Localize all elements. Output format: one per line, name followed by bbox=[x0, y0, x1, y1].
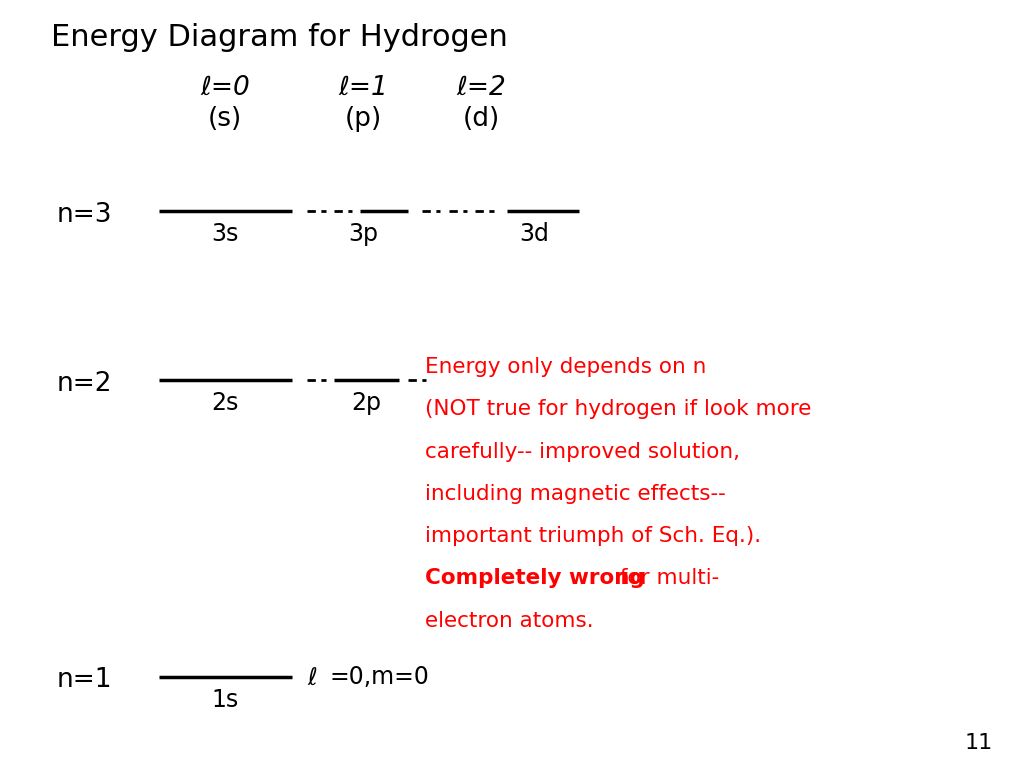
Text: (NOT true for hydrogen if look more: (NOT true for hydrogen if look more bbox=[425, 399, 811, 419]
Text: 3p: 3p bbox=[348, 222, 379, 247]
Text: ℓ=2: ℓ=2 bbox=[457, 75, 506, 101]
Text: Energy only depends on n: Energy only depends on n bbox=[425, 357, 707, 377]
Text: n=2: n=2 bbox=[56, 371, 112, 397]
Text: 2p: 2p bbox=[351, 391, 382, 415]
Text: Completely wrong: Completely wrong bbox=[425, 568, 645, 588]
Text: ℓ=0: ℓ=0 bbox=[201, 75, 250, 101]
Text: 3d: 3d bbox=[519, 222, 550, 247]
Text: 11: 11 bbox=[965, 733, 993, 753]
Text: important triumph of Sch. Eq.).: important triumph of Sch. Eq.). bbox=[425, 526, 761, 546]
Text: 1s: 1s bbox=[212, 688, 239, 713]
Text: Energy Diagram for Hydrogen: Energy Diagram for Hydrogen bbox=[51, 23, 508, 52]
Text: 3s: 3s bbox=[212, 222, 239, 247]
Text: including magnetic effects--: including magnetic effects-- bbox=[425, 484, 726, 504]
Text: (d): (d) bbox=[463, 106, 500, 132]
Text: ℓ=1: ℓ=1 bbox=[339, 75, 388, 101]
Text: (s): (s) bbox=[208, 106, 243, 132]
Text: ℓ: ℓ bbox=[307, 665, 317, 690]
Text: (p): (p) bbox=[345, 106, 382, 132]
Text: n=3: n=3 bbox=[56, 202, 112, 228]
Text: for multi-: for multi- bbox=[613, 568, 720, 588]
Text: 2s: 2s bbox=[212, 391, 239, 415]
Text: =0,m=0: =0,m=0 bbox=[330, 665, 430, 690]
Text: n=1: n=1 bbox=[56, 667, 112, 693]
Text: electron atoms.: electron atoms. bbox=[425, 611, 594, 631]
Text: carefully-- improved solution,: carefully-- improved solution, bbox=[425, 442, 740, 462]
